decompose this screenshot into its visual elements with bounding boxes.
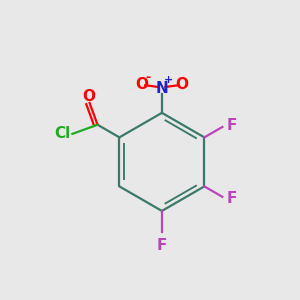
Text: Cl: Cl [54, 126, 70, 141]
Text: F: F [157, 238, 167, 253]
Text: N: N [155, 81, 168, 96]
Text: O: O [82, 89, 95, 104]
Text: F: F [227, 118, 237, 133]
Text: +: + [164, 76, 173, 85]
Text: O: O [135, 77, 148, 92]
Text: -: - [146, 71, 151, 84]
Text: F: F [227, 191, 237, 206]
Text: O: O [176, 77, 189, 92]
